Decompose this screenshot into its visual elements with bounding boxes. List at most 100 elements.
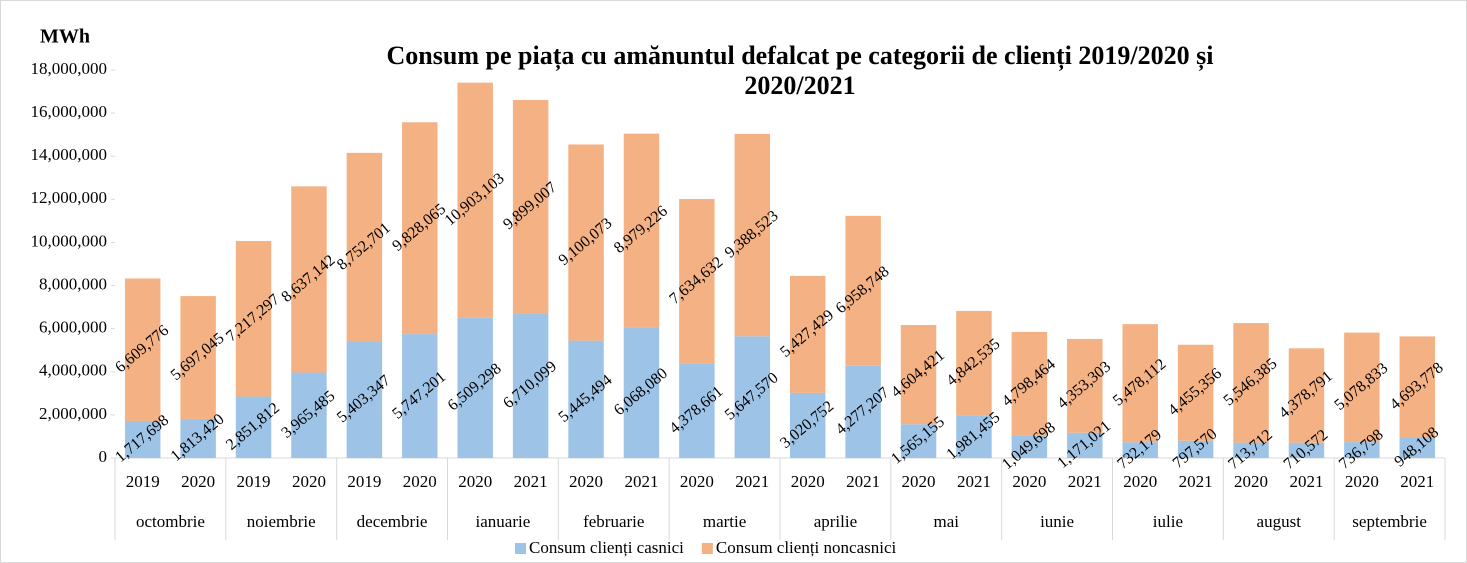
- bar-segment: [1344, 442, 1380, 458]
- x-tick-label: 2021: [624, 472, 658, 491]
- x-tick-label: 2021: [1179, 472, 1213, 491]
- bar-segment: [1011, 435, 1048, 458]
- bar-segment: [1288, 348, 1325, 443]
- bar-segment: [1011, 331, 1048, 436]
- x-tick-label: 2020: [458, 472, 492, 491]
- bar-segment: [623, 327, 660, 458]
- x-tick-label: 2020: [1012, 472, 1046, 491]
- y-tick-label: 16,000,000: [31, 102, 108, 121]
- x-tick-label: 2019: [126, 472, 160, 491]
- bar-segment: [1122, 442, 1158, 458]
- x-tick-label: 2021: [735, 472, 769, 491]
- group-label: martie: [703, 512, 746, 531]
- bar-segment: [623, 133, 660, 328]
- bar-segment: [1233, 323, 1269, 443]
- bar-segment: [180, 296, 216, 419]
- group-label: noiembrie: [247, 512, 316, 531]
- bar-segment: [291, 186, 327, 373]
- chart-title: Consum pe piața cu amănuntul defalcat pe…: [387, 41, 1214, 100]
- legend-label: Consum clienți noncasnici: [716, 538, 897, 557]
- y-tick-label: 14,000,000: [31, 145, 108, 164]
- group-label: iunie: [1040, 512, 1074, 531]
- y-tick-label: 6,000,000: [39, 318, 107, 337]
- group-label: august: [1257, 512, 1302, 531]
- x-tick-label: 2021: [846, 472, 880, 491]
- bar-segment: [180, 418, 216, 458]
- x-tick-label: 2020: [680, 472, 714, 491]
- x-tick-label: 2020: [569, 472, 603, 491]
- y-tick-label: 0: [99, 447, 108, 466]
- bar-segment: [402, 122, 438, 335]
- group-label: octombrie: [136, 512, 205, 531]
- group-label: septembrie: [1352, 512, 1427, 531]
- bar-segment: [346, 152, 383, 342]
- bar-segment: [956, 310, 992, 416]
- y-tick-label: 2,000,000: [39, 404, 107, 423]
- group-label: decembrie: [357, 512, 428, 531]
- bar-segment: [956, 415, 992, 458]
- group-label: iulie: [1153, 512, 1183, 531]
- x-tick-label: 2019: [237, 472, 271, 491]
- bar-segment: [789, 275, 826, 393]
- legend-swatch: [701, 543, 713, 554]
- bar-segment: [1067, 432, 1103, 458]
- group-label: ianuarie: [476, 512, 531, 531]
- y-axis-label: MWh: [40, 26, 90, 48]
- bar-segment: [734, 336, 771, 458]
- bar-segment: [679, 363, 715, 458]
- bar-segment: [679, 199, 715, 364]
- x-tick-label: 2020: [791, 472, 825, 491]
- bar-segment: [900, 424, 937, 458]
- x-tick-label: 2020: [1123, 472, 1157, 491]
- bar-segment: [512, 99, 549, 314]
- group-label: aprilie: [814, 512, 857, 531]
- y-tick-label: 12,000,000: [31, 188, 108, 207]
- x-tick-label: 2020: [1345, 472, 1379, 491]
- bar-segment: [235, 240, 272, 397]
- bar-segment: [1344, 332, 1380, 443]
- x-tick-label: 2021: [1068, 472, 1102, 491]
- x-tick-label: 2020: [1234, 472, 1268, 491]
- x-tick-label: 2021: [957, 472, 991, 491]
- x-tick-label: 2020: [292, 472, 326, 491]
- bar-segment: [457, 317, 493, 458]
- bar-segment: [1177, 344, 1214, 441]
- bar-segment: [402, 334, 438, 458]
- y-tick-label: 8,000,000: [39, 274, 107, 293]
- group-label: februarie: [583, 512, 644, 531]
- bar-segment: [457, 82, 493, 318]
- x-tick-label: 2020: [902, 472, 936, 491]
- bar-segment: [124, 420, 161, 458]
- bar-segment: [845, 215, 881, 366]
- x-tick-label: 2019: [347, 472, 381, 491]
- bar-segment: [346, 341, 383, 458]
- bar-segment: [1067, 338, 1103, 433]
- x-tick-label: 2021: [1400, 472, 1434, 491]
- bar-segment: [512, 313, 549, 458]
- bar-segment: [235, 396, 272, 458]
- bar-segment: [1177, 440, 1214, 458]
- legend-label: Consum clienți casnici: [529, 538, 684, 557]
- x-tick-label: 2021: [514, 472, 548, 491]
- group-label: mai: [934, 512, 960, 531]
- bar-segment: [568, 144, 604, 341]
- bar-segment: [1288, 442, 1325, 458]
- y-tick-label: 10,000,000: [31, 231, 108, 250]
- bar-segment: [291, 372, 327, 458]
- bar-segment: [1122, 324, 1158, 443]
- bar-segment: [1399, 336, 1436, 438]
- bar-segment: [1399, 437, 1436, 458]
- x-tick-label: 2021: [1289, 472, 1323, 491]
- y-tick-label: 18,000,000: [31, 59, 108, 78]
- bar-segment: [1233, 442, 1269, 458]
- bar-segment: [900, 325, 937, 425]
- bar-segment: [789, 392, 826, 458]
- bar-segment: [124, 278, 161, 421]
- bar-segment: [568, 340, 604, 458]
- bar-segment: [734, 133, 771, 337]
- legend-swatch: [515, 543, 526, 554]
- x-tick-label: 2020: [181, 472, 215, 491]
- bar-segment: [845, 365, 881, 458]
- y-tick-label: 4,000,000: [39, 361, 107, 380]
